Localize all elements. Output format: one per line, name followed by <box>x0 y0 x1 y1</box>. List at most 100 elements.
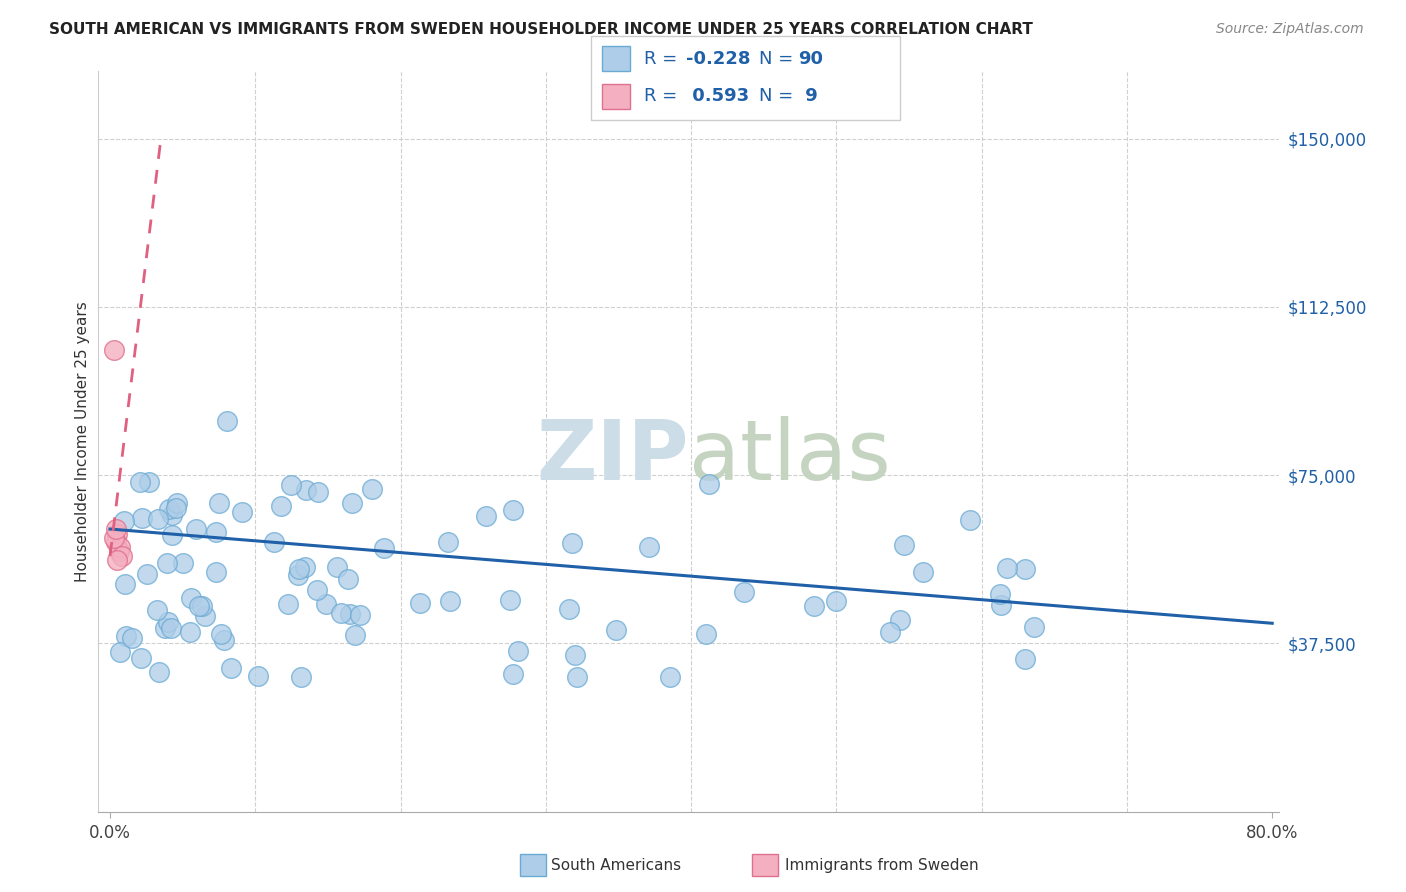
Text: ZIP: ZIP <box>537 416 689 497</box>
Point <box>188 599 211 614</box>
Point <box>105 526 128 541</box>
Point <box>205 524 228 539</box>
Point <box>879 624 901 639</box>
Point <box>155 556 177 570</box>
Text: SOUTH AMERICAN VS IMMIGRANTS FROM SWEDEN HOUSEHOLDER INCOME UNDER 25 YEARS CORRE: SOUTH AMERICAN VS IMMIGRANTS FROM SWEDEN… <box>49 22 1033 37</box>
Point <box>160 528 183 542</box>
Point <box>803 599 825 613</box>
Point <box>561 535 583 549</box>
Point <box>114 514 136 528</box>
Point <box>959 513 981 527</box>
Point <box>191 599 214 613</box>
Point <box>409 596 432 610</box>
Point <box>1024 620 1046 634</box>
Point <box>205 565 228 579</box>
Point <box>138 475 160 489</box>
Point <box>165 500 187 515</box>
Point <box>287 568 309 582</box>
Point <box>912 565 935 579</box>
Point <box>564 648 586 662</box>
Point <box>277 597 299 611</box>
Point <box>565 670 588 684</box>
Text: N =: N = <box>759 87 799 105</box>
Point <box>111 549 134 563</box>
Text: N =: N = <box>759 50 799 68</box>
Point <box>157 502 180 516</box>
Text: 0.593: 0.593 <box>686 87 749 105</box>
Point <box>637 540 659 554</box>
Point <box>315 598 337 612</box>
Point <box>475 508 498 523</box>
Point <box>104 535 127 549</box>
Point <box>287 561 309 575</box>
Text: atlas: atlas <box>689 416 890 497</box>
Point <box>290 670 312 684</box>
Point <box>340 496 363 510</box>
Point <box>208 496 231 510</box>
Point <box>209 627 232 641</box>
Point <box>103 531 125 545</box>
Point <box>114 629 136 643</box>
Point <box>128 475 150 490</box>
Point <box>107 544 129 558</box>
Point <box>153 621 176 635</box>
Point <box>339 607 361 621</box>
Point <box>733 585 755 599</box>
Point <box>160 508 183 522</box>
Point <box>146 512 169 526</box>
Point <box>103 343 125 357</box>
Text: 90: 90 <box>799 50 824 68</box>
Point <box>246 669 269 683</box>
Point <box>499 592 522 607</box>
Point <box>215 413 238 427</box>
Point <box>104 522 127 536</box>
Text: R =: R = <box>644 50 683 68</box>
Point <box>1014 652 1036 666</box>
Point <box>166 496 188 510</box>
Point <box>135 567 157 582</box>
Point <box>988 587 1011 601</box>
Point <box>329 607 352 621</box>
Point <box>280 478 302 492</box>
Point <box>307 582 329 597</box>
Point <box>131 511 153 525</box>
Point <box>180 591 202 606</box>
Y-axis label: Householder Income Under 25 years: Householder Income Under 25 years <box>75 301 90 582</box>
Point <box>159 621 181 635</box>
Point <box>893 538 915 552</box>
Point <box>659 670 682 684</box>
Point <box>558 601 581 615</box>
Text: Immigrants from Sweden: Immigrants from Sweden <box>785 858 979 872</box>
Point <box>349 607 371 622</box>
Point <box>295 483 318 497</box>
Point <box>114 577 136 591</box>
Point <box>502 503 524 517</box>
Point <box>307 484 329 499</box>
Point <box>697 476 720 491</box>
Text: R =: R = <box>644 87 683 105</box>
Point <box>439 594 461 608</box>
Point <box>825 594 848 608</box>
Text: South Americans: South Americans <box>551 858 682 872</box>
Point <box>605 623 627 637</box>
Point <box>1014 562 1036 576</box>
Point <box>108 540 131 554</box>
Point <box>146 603 169 617</box>
Point <box>326 560 349 574</box>
Point <box>344 628 367 642</box>
Point <box>336 572 359 586</box>
Point <box>695 626 717 640</box>
Point <box>231 505 253 519</box>
Point <box>172 556 194 570</box>
Point <box>148 665 170 679</box>
Point <box>129 650 152 665</box>
Point <box>263 535 285 549</box>
Point <box>212 633 235 648</box>
Point <box>108 645 131 659</box>
Point <box>995 561 1018 575</box>
Point <box>184 522 207 536</box>
Point <box>121 631 143 645</box>
Text: 9: 9 <box>799 87 817 105</box>
Point <box>373 541 395 555</box>
Point <box>270 500 292 514</box>
